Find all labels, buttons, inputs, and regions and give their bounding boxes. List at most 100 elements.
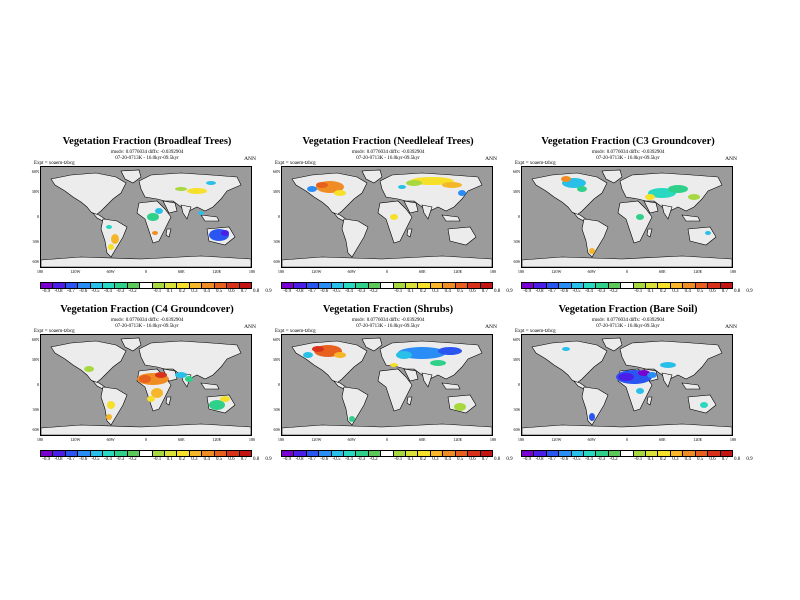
colorbar xyxy=(281,282,493,289)
colorbar-swatch xyxy=(189,283,203,288)
colorbar-swatch xyxy=(140,283,153,288)
colorbar-label: 0.2 xyxy=(178,289,186,294)
panel-period: 07-20-0713K - 16.0kyr-09.5kyr xyxy=(115,324,179,329)
colorbar-label: -0.6 xyxy=(79,457,88,462)
colorbar-label: 0.6 xyxy=(469,289,476,294)
season-label: ANN xyxy=(485,324,497,330)
y-tick-label: 0 xyxy=(277,214,280,219)
colorbar-label: 0.4 xyxy=(684,289,691,294)
x-tick-label: 180 xyxy=(277,269,285,274)
y-tick-label: 60N xyxy=(272,169,280,174)
y-tick-label: 30N xyxy=(272,357,280,362)
colorbar-swatch xyxy=(202,283,215,288)
colorbar-swatch xyxy=(65,283,79,288)
panel-title: Vegetation Fraction (Shrubs) xyxy=(322,304,454,315)
experiment-label: Expt = xoaem-tzbcg xyxy=(275,161,316,166)
world-map xyxy=(521,334,733,436)
colorbar-swatch xyxy=(608,283,622,288)
x-axis-labels: 180 120W 60W 0 60E 120E 180 xyxy=(37,437,255,443)
y-tick-label: 60N xyxy=(31,337,39,342)
colorbar-labels: -0.9 -0.8 -0.7 -0.6 -0.5 -0.4 -0.3 -0.2 -0.1 0.1 0… xyxy=(281,457,512,464)
colorbar-label: -0.9 xyxy=(523,289,532,294)
season-label: ANN xyxy=(485,156,497,162)
colorbar-label: -0.4 xyxy=(584,289,593,294)
x-tick-label: 120W xyxy=(311,437,322,442)
colorbar-label: 0.4 xyxy=(684,457,691,462)
colorbar-swatch xyxy=(381,451,394,456)
colorbar-swatch xyxy=(41,451,54,456)
y-tick-label: 60N xyxy=(31,169,39,174)
colorbar-swatch xyxy=(65,451,79,456)
colorbar-label: 0.2 xyxy=(419,457,427,462)
colorbar-swatch xyxy=(559,283,572,288)
colorbar-label: -0.2 xyxy=(369,457,378,462)
colorbar-label: -0.4 xyxy=(103,289,112,294)
colorbar-label: -0.9 xyxy=(283,457,292,462)
colorbar-label: -0.4 xyxy=(344,457,353,462)
y-tick-label: 60N xyxy=(272,337,280,342)
anomaly-patches xyxy=(84,366,230,420)
colorbar-label: 0.6 xyxy=(228,457,235,462)
colorbar-label: -0.6 xyxy=(560,457,569,462)
colorbar-swatch xyxy=(596,451,609,456)
colorbar-swatch xyxy=(189,451,203,456)
panel-stats: rmsdv: 0.0776034 diffx: -0.0392904 xyxy=(591,318,665,323)
colorbar-swatch xyxy=(127,451,141,456)
colorbar-label: -0.5 xyxy=(91,289,100,294)
x-tick-label: 0 xyxy=(385,269,389,274)
colorbar-swatch xyxy=(720,283,732,288)
colorbar-swatch xyxy=(282,283,295,288)
world-map xyxy=(281,166,493,268)
x-axis-labels: 180 120W 60W 0 60E 120E 180 xyxy=(518,269,736,275)
colorbar-label: -0.9 xyxy=(42,289,51,294)
colorbar-swatch xyxy=(546,451,560,456)
colorbar-swatch xyxy=(480,283,492,288)
colorbar-swatch xyxy=(584,283,597,288)
panel-c3-groundcover: Vegetation Fraction (C3 Groundcover) rms… xyxy=(513,136,753,306)
x-tick-label: 0 xyxy=(144,437,148,442)
x-tick-label: 180 xyxy=(248,269,256,274)
colorbar-label: 0.1 xyxy=(166,457,173,462)
x-tick-label: 180 xyxy=(489,437,497,442)
x-axis-labels: 180 120W 60W 0 60E 120E 180 xyxy=(278,437,497,443)
colorbar-label: -0.4 xyxy=(103,457,112,462)
colorbar-swatch xyxy=(658,283,671,288)
x-tick-label: 60E xyxy=(177,437,185,442)
x-tick-label: 60W xyxy=(587,269,596,274)
colorbar-label: 0.4 xyxy=(203,289,210,294)
panel-needleleaf-trees: Vegetation Fraction (Needleleaf Trees) r… xyxy=(272,136,513,306)
colorbar-swatch xyxy=(239,283,251,288)
y-tick-label: 30S xyxy=(513,239,520,244)
x-tick-label: 120W xyxy=(311,269,322,274)
colorbar-label: 0.6 xyxy=(709,289,716,294)
colorbar-swatch xyxy=(695,283,709,288)
colorbar-swatch xyxy=(331,451,345,456)
colorbar-swatch xyxy=(90,451,104,456)
colorbar-label: -0.2 xyxy=(128,289,137,294)
panel-period: 07-20-0713K - 16.0kyr-09.5kyr xyxy=(356,324,420,329)
colorbar-label: -0.6 xyxy=(320,289,329,294)
x-tick-label: 120W xyxy=(551,269,562,274)
colorbar-swatch xyxy=(214,451,228,456)
colorbar-label: 0.7 xyxy=(240,457,247,462)
colorbar-label: 0.6 xyxy=(228,289,235,294)
colorbar-swatch xyxy=(393,451,407,456)
x-tick-label: 60E xyxy=(177,269,185,274)
y-tick-label: 30N xyxy=(31,189,39,194)
colorbar-swatch xyxy=(90,283,104,288)
colorbar-label: 0.7 xyxy=(721,289,728,294)
colorbar-swatch xyxy=(177,451,190,456)
y-tick-label: 0 xyxy=(36,382,39,387)
colorbar-label: -0.2 xyxy=(128,457,137,462)
colorbar-label: -0.5 xyxy=(572,289,581,294)
season-label: ANN xyxy=(725,324,737,330)
colorbar-swatch xyxy=(344,283,357,288)
colorbar-swatch xyxy=(306,451,320,456)
colorbar-swatch xyxy=(78,451,91,456)
x-tick-label: 120E xyxy=(453,437,463,442)
y-tick-label: 30N xyxy=(272,189,280,194)
colorbar-label: -0.6 xyxy=(560,289,569,294)
y-tick-label: 30S xyxy=(273,407,280,412)
anomaly-patches xyxy=(106,181,229,250)
colorbar-label: -0.7 xyxy=(307,457,316,462)
